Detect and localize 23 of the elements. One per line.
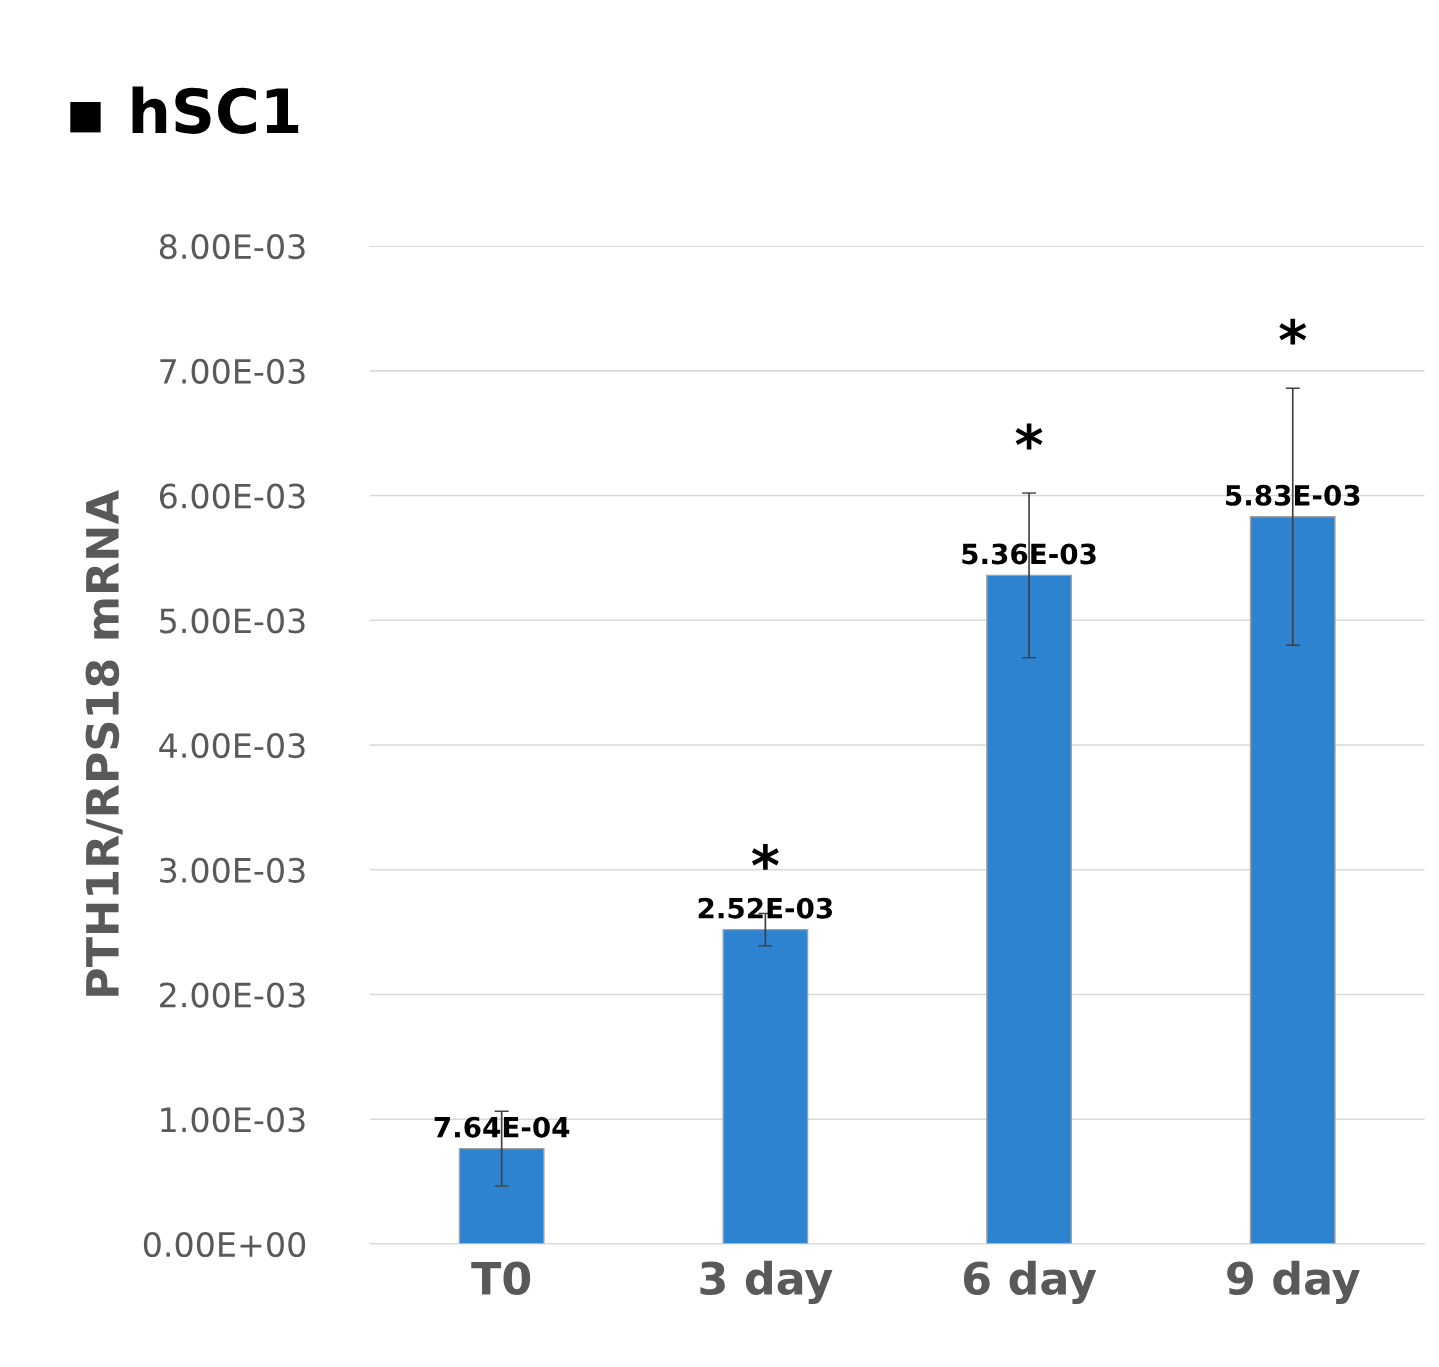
x-tick-label: 9 day xyxy=(1227,1260,1360,1304)
bar xyxy=(458,1147,545,1244)
x-tick-label: T0 xyxy=(471,1261,531,1296)
y-tick-label: 6.00E-03 xyxy=(159,483,305,509)
x-tick-label: 6 day xyxy=(963,1260,1097,1304)
bar xyxy=(722,928,809,1244)
y-tick-label: 3.00E-03 xyxy=(160,857,305,883)
y-tick-label: 4.00E-03 xyxy=(159,732,305,759)
x-tick-label: 3 day xyxy=(700,1260,833,1304)
y-tick-label: 7.00E-03 xyxy=(160,358,305,384)
bar xyxy=(986,574,1072,1244)
y-tick-label: 5.00E-03 xyxy=(160,608,305,634)
annotation: * xyxy=(1015,423,1043,450)
annotation: * xyxy=(751,843,779,870)
y-tick-label: 8.00E-03 xyxy=(159,233,305,260)
y-axis-title: PTH1R/RPS18 mRNA xyxy=(85,490,123,996)
y-tick-label: 1.00E-03 xyxy=(161,1107,305,1133)
bar xyxy=(1249,516,1336,1244)
chart-title: ▪ hSC1 xyxy=(70,86,299,134)
y-tick-label: 2.00E-03 xyxy=(160,982,305,1008)
y-tick-label: 0.00E+00 xyxy=(143,1231,306,1258)
annotation: * xyxy=(1279,318,1307,345)
data-label: 2.52E-03 xyxy=(698,897,833,919)
